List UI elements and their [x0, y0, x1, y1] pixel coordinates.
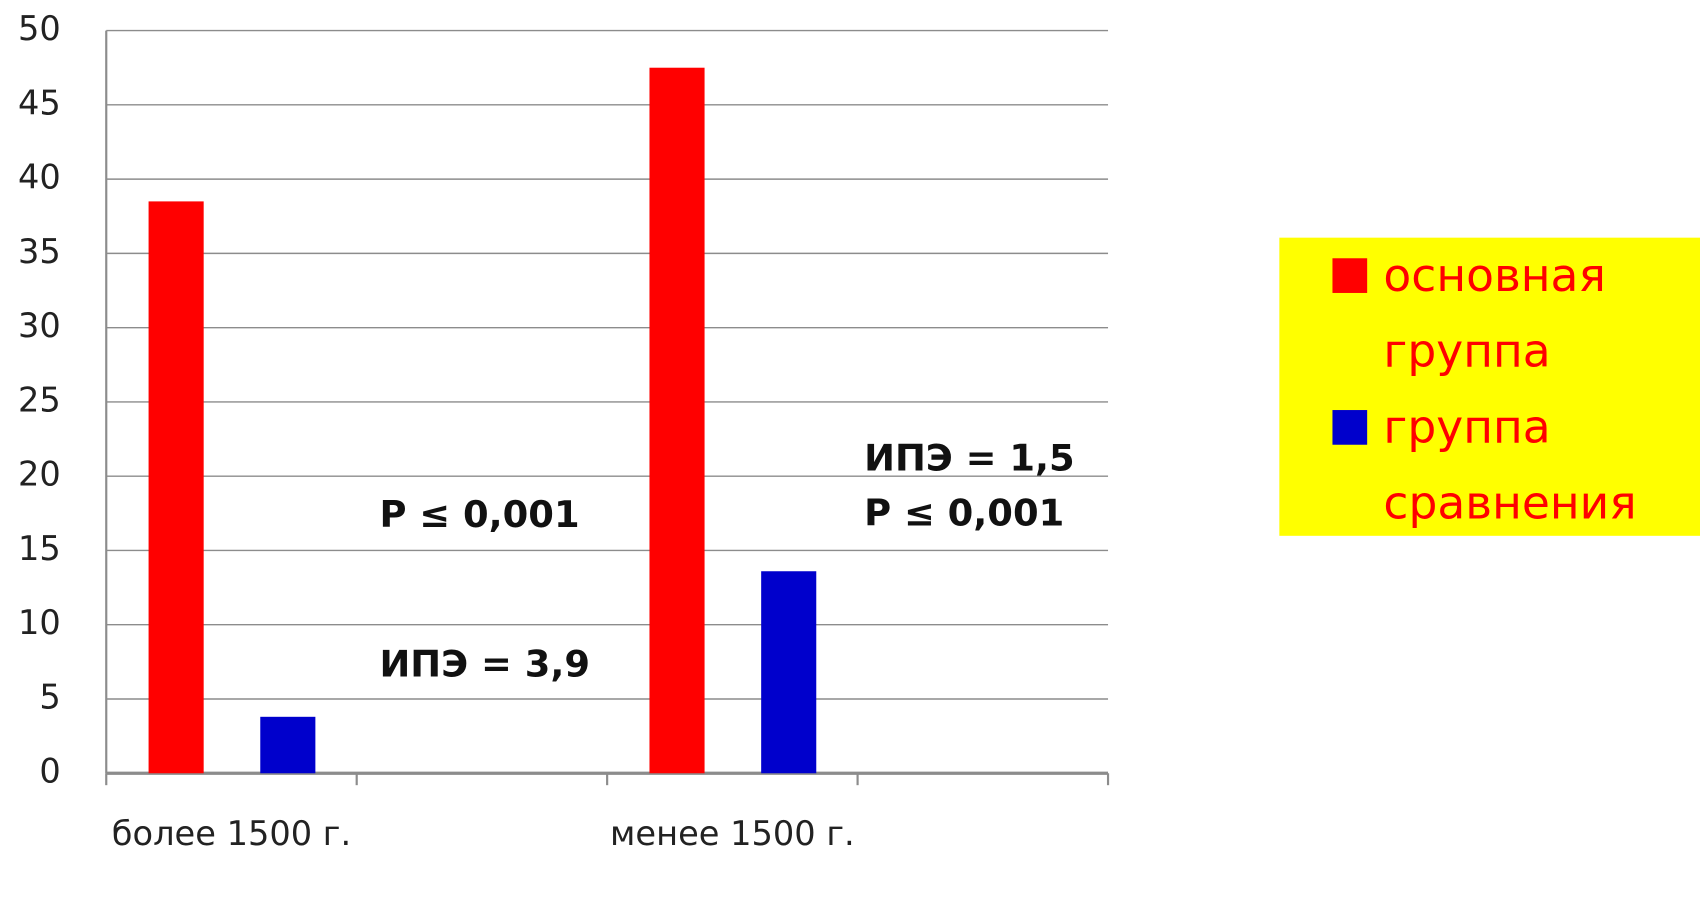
- bar: [649, 67, 705, 774]
- y-tick-label: 0: [39, 752, 60, 791]
- annotation: P ≤ 0,001: [864, 492, 1064, 535]
- y-tick-label: 35: [18, 232, 61, 271]
- bar: [761, 571, 817, 774]
- legend-label: группа сравнения: [1383, 400, 1637, 530]
- x-tick-label-box: более 1500 г.: [111, 814, 352, 854]
- annotation: ИПЭ = 3,9: [379, 642, 590, 685]
- annotation: ИПЭ = 1,5: [864, 436, 1075, 479]
- bar: [260, 716, 316, 774]
- y-tick-label: 25: [18, 380, 61, 419]
- y-tick-label: 10: [18, 603, 61, 642]
- legend-label-box: основная группа: [1383, 248, 1606, 378]
- x-tick-label: более 1500 г.: [111, 814, 352, 854]
- legend-label: основная группа: [1383, 248, 1606, 378]
- y-tick-label: 30: [18, 306, 61, 345]
- y-tick-label: 15: [18, 529, 61, 568]
- y-tick-label: 40: [18, 158, 61, 197]
- y-tick-label: 45: [18, 83, 61, 122]
- y-tick-label: 50: [18, 9, 61, 48]
- legend-swatch: [1332, 410, 1368, 445]
- y-tick-label: 20: [18, 455, 61, 494]
- x-tick-label-box: менее 1500 г.: [610, 814, 855, 854]
- annotation: P ≤ 0,001: [379, 493, 579, 536]
- y-tick-label: 5: [39, 677, 60, 716]
- legend-swatch: [1332, 258, 1368, 293]
- legend-label-box: группа сравнения: [1383, 400, 1637, 530]
- bar: [148, 201, 204, 774]
- x-tick-label: менее 1500 г.: [610, 814, 855, 854]
